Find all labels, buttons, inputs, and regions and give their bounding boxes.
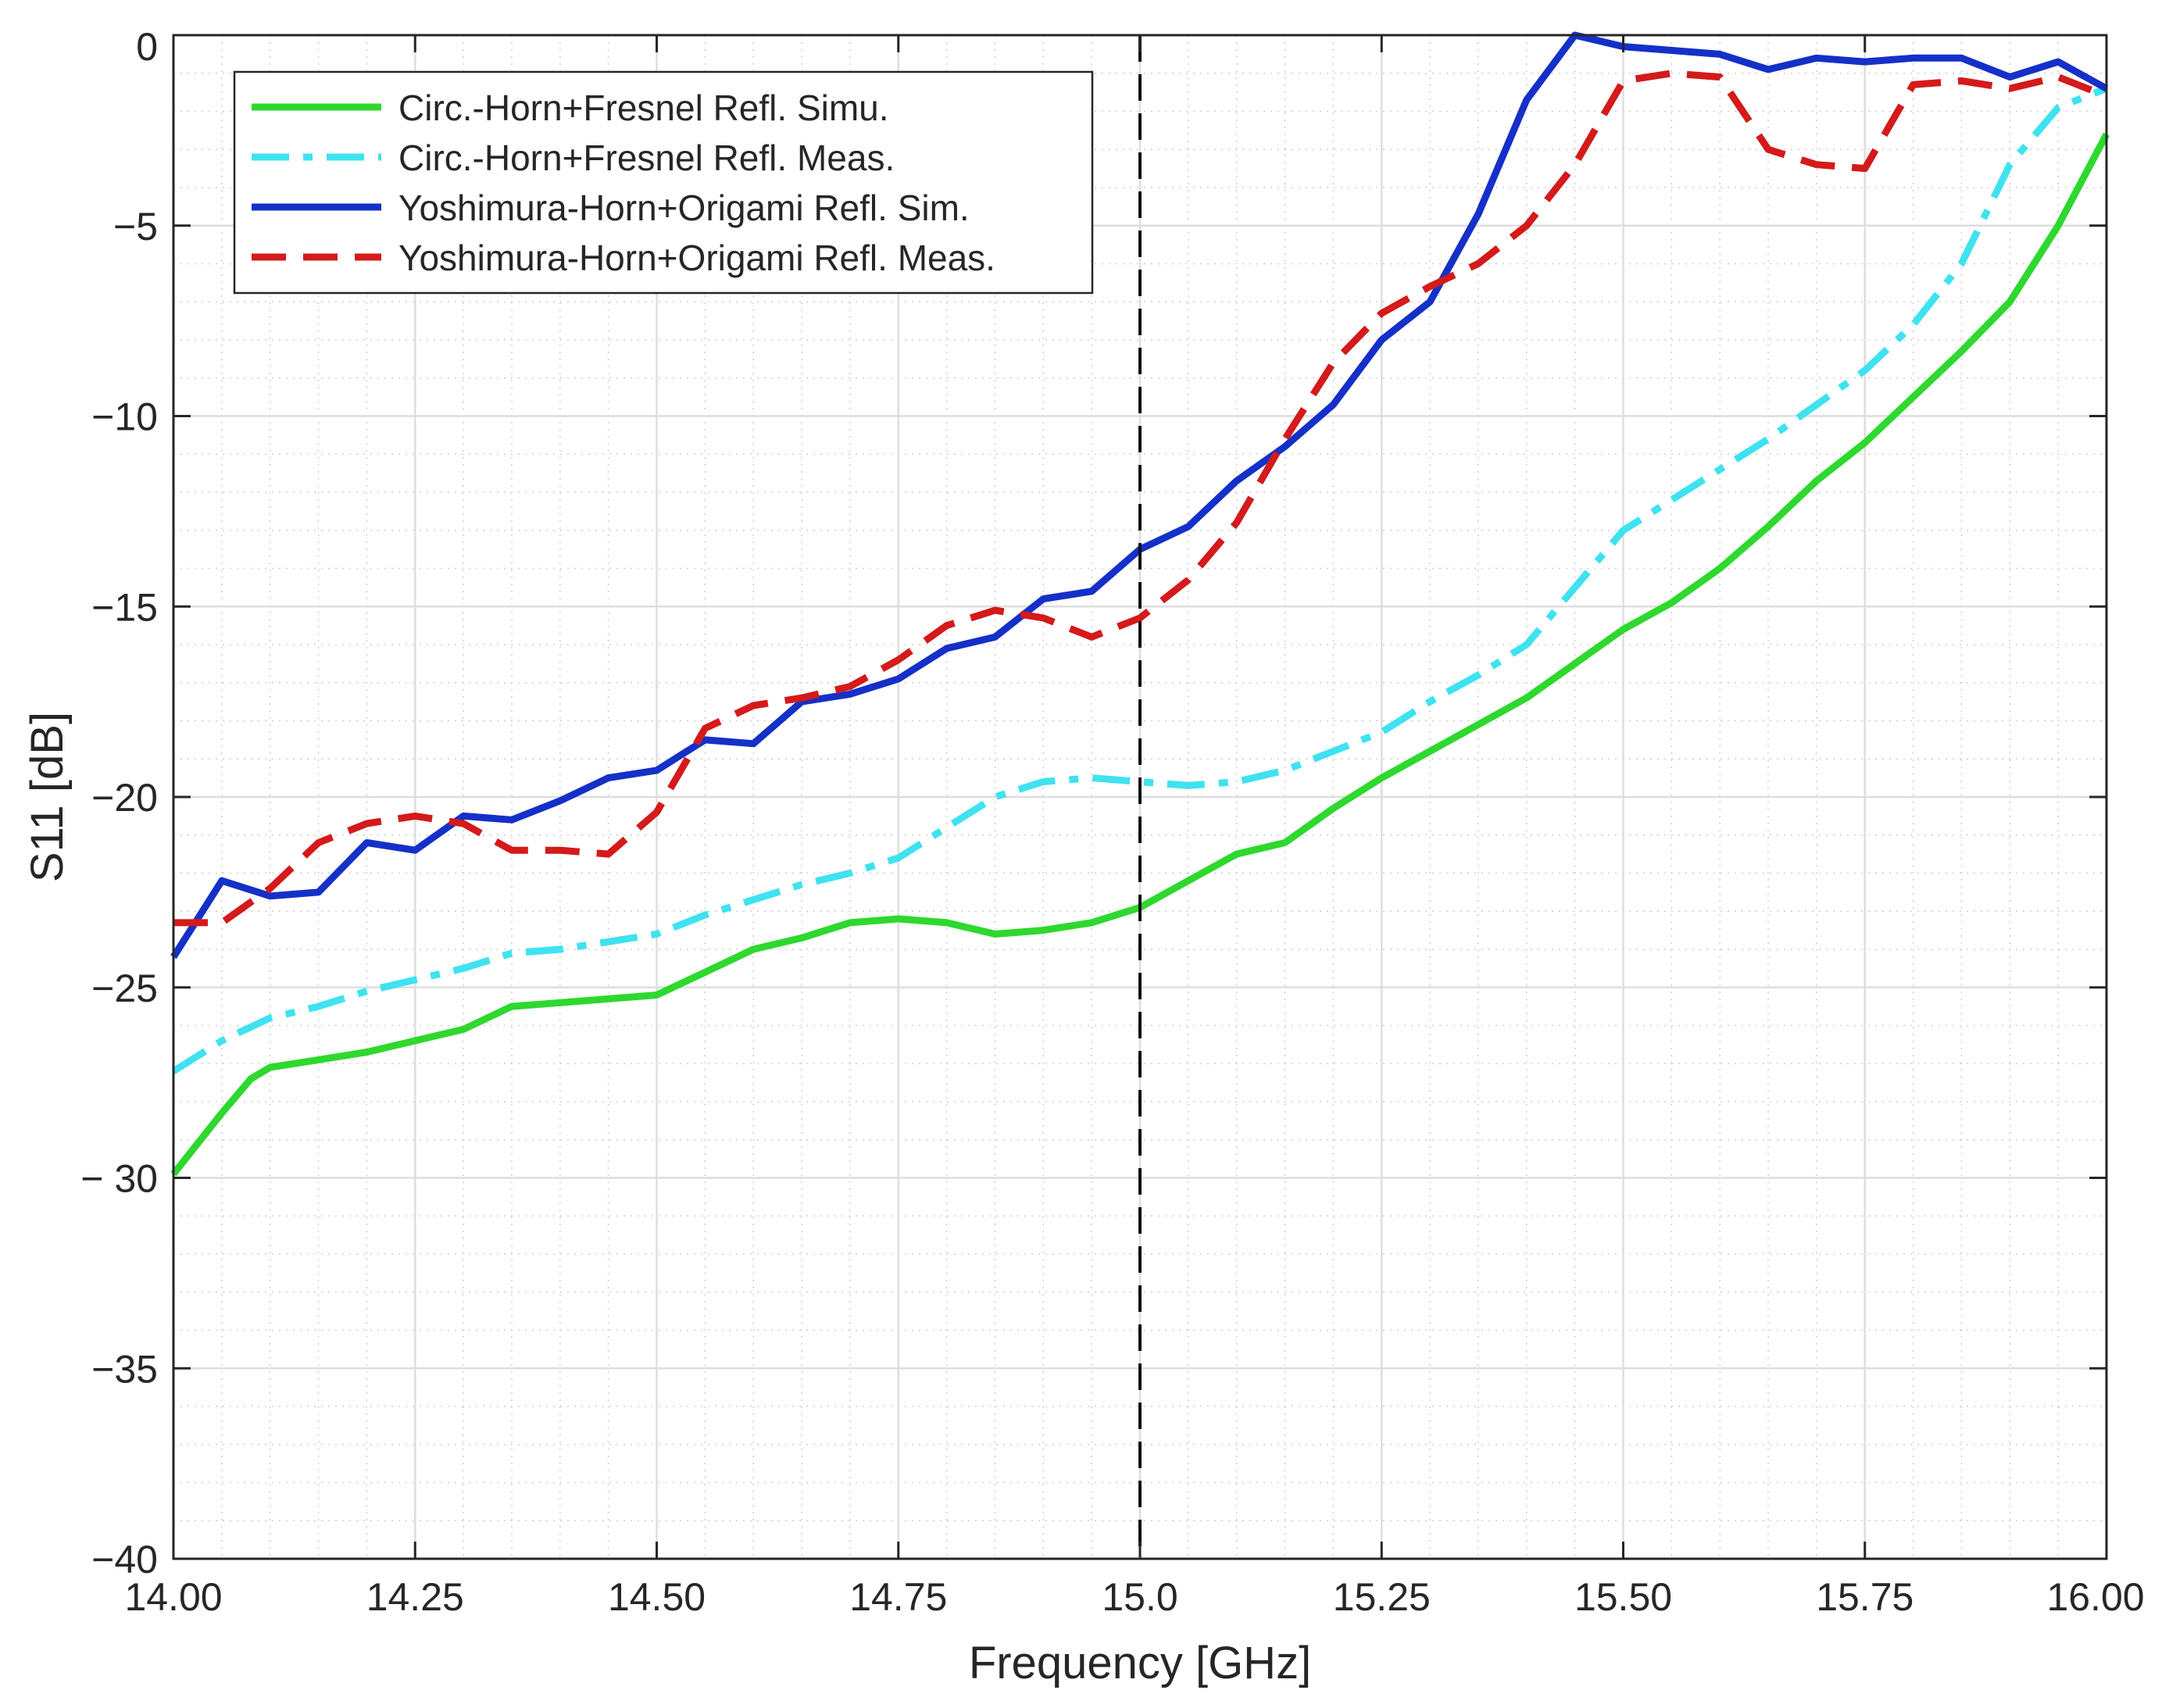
- y-tick-label: −35: [91, 1347, 158, 1391]
- y-tick-label: −10: [91, 395, 158, 439]
- y-tick-label: −20: [91, 776, 158, 820]
- x-tick-label: 14.75: [849, 1575, 947, 1619]
- legend-label: Yoshimura-Horn+Origami Refl. Sim.: [398, 188, 970, 228]
- x-tick-label: 15.25: [1333, 1575, 1431, 1619]
- legend-label: Circ.-Horn+Fresnel Refl. Meas.: [398, 138, 895, 178]
- x-tick-label: 14.00: [124, 1575, 222, 1619]
- legend: Circ.-Horn+Fresnel Refl. Simu. Circ.-Horn…: [233, 70, 1094, 295]
- y-tick-label: −15: [91, 585, 158, 629]
- series-line-circ-horn-fresnel-refl-simu: [170, 132, 2110, 1177]
- x-axis-label: Frequency [GHz]: [969, 1638, 1311, 1688]
- series-line-circ-horn-fresnel-refl-meas: [171, 85, 2108, 1074]
- x-tick-label: 15.75: [1816, 1575, 1914, 1619]
- x-tick-label: 15.0: [1102, 1575, 1177, 1619]
- legend-label: Yoshimura-Horn+Origami Refl. Meas.: [398, 238, 995, 278]
- x-tick-labels: 14.00 14.25 14.50 14.75 15.0 15.25 15.50 15.75 1…: [124, 1575, 2144, 1619]
- y-axis-label: S11 [dB]: [22, 712, 73, 882]
- axis-ticks: [172, 34, 2108, 1560]
- y-tick-label: −25: [91, 967, 158, 1010]
- x-tick-label: 15.50: [1574, 1575, 1672, 1619]
- y-tick-label: −40: [91, 1538, 158, 1581]
- x-tick-label: 14.50: [608, 1575, 706, 1619]
- legend-label: Circ.-Horn+Fresnel Refl. Simu.: [398, 88, 889, 128]
- y-tick-label: − 30: [80, 1157, 158, 1201]
- y-tick-label: −5: [113, 205, 158, 248]
- x-tick-label: 14.25: [366, 1575, 464, 1619]
- series-line-yoshimura-horn-origami-refl-meas: [173, 70, 2108, 927]
- y-tick-labels: 0 −5 −10 −15 −20 −25 − 30 −35 −40: [80, 25, 158, 1581]
- y-tick-label: 0: [136, 25, 158, 69]
- x-tick-label: 16.00: [2046, 1575, 2144, 1619]
